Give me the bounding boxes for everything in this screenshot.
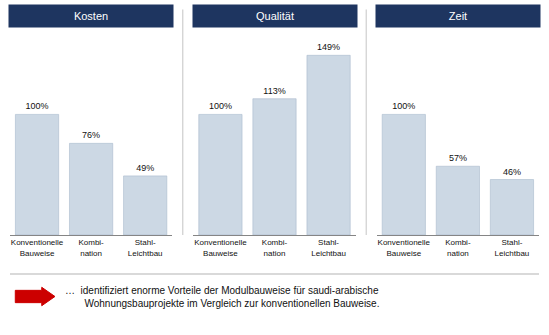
svg-text:Stahl-Leichtbau: Stahl-Leichtbau xyxy=(311,238,346,257)
svg-text:KonventionelleBauweise: KonventionelleBauweise xyxy=(11,238,64,257)
svg-text:49%: 49% xyxy=(136,163,154,173)
svg-text:100%: 100% xyxy=(209,101,232,111)
svg-text:… identifiziert enorme Vortei: … identifiziert enorme Vorteile der Modu… xyxy=(65,285,379,309)
svg-text:Kosten: Kosten xyxy=(74,10,108,22)
svg-text:Qualität: Qualität xyxy=(256,10,294,22)
svg-text:Stahl-Leichtbau: Stahl-Leichtbau xyxy=(495,238,530,257)
svg-text:57%: 57% xyxy=(449,153,467,163)
svg-text:149%: 149% xyxy=(317,42,340,52)
svg-text:Kombi-nation: Kombi-nation xyxy=(78,238,104,257)
svg-text:KonventionelleBauweise: KonventionelleBauweise xyxy=(378,238,431,257)
svg-text:46%: 46% xyxy=(503,167,521,177)
svg-text:113%: 113% xyxy=(263,86,285,96)
svg-text:Zeit: Zeit xyxy=(449,10,467,22)
svg-text:KonventionelleBauweise: KonventionelleBauweise xyxy=(194,238,247,257)
svg-text:100%: 100% xyxy=(392,101,415,111)
svg-text:Stahl-Leichtbau: Stahl-Leichtbau xyxy=(128,238,163,257)
svg-text:Kombi-nation: Kombi-nation xyxy=(262,238,288,257)
svg-text:76%: 76% xyxy=(82,130,100,140)
svg-text:Kombi-nation: Kombi-nation xyxy=(445,238,471,257)
svg-text:100%: 100% xyxy=(26,101,49,111)
